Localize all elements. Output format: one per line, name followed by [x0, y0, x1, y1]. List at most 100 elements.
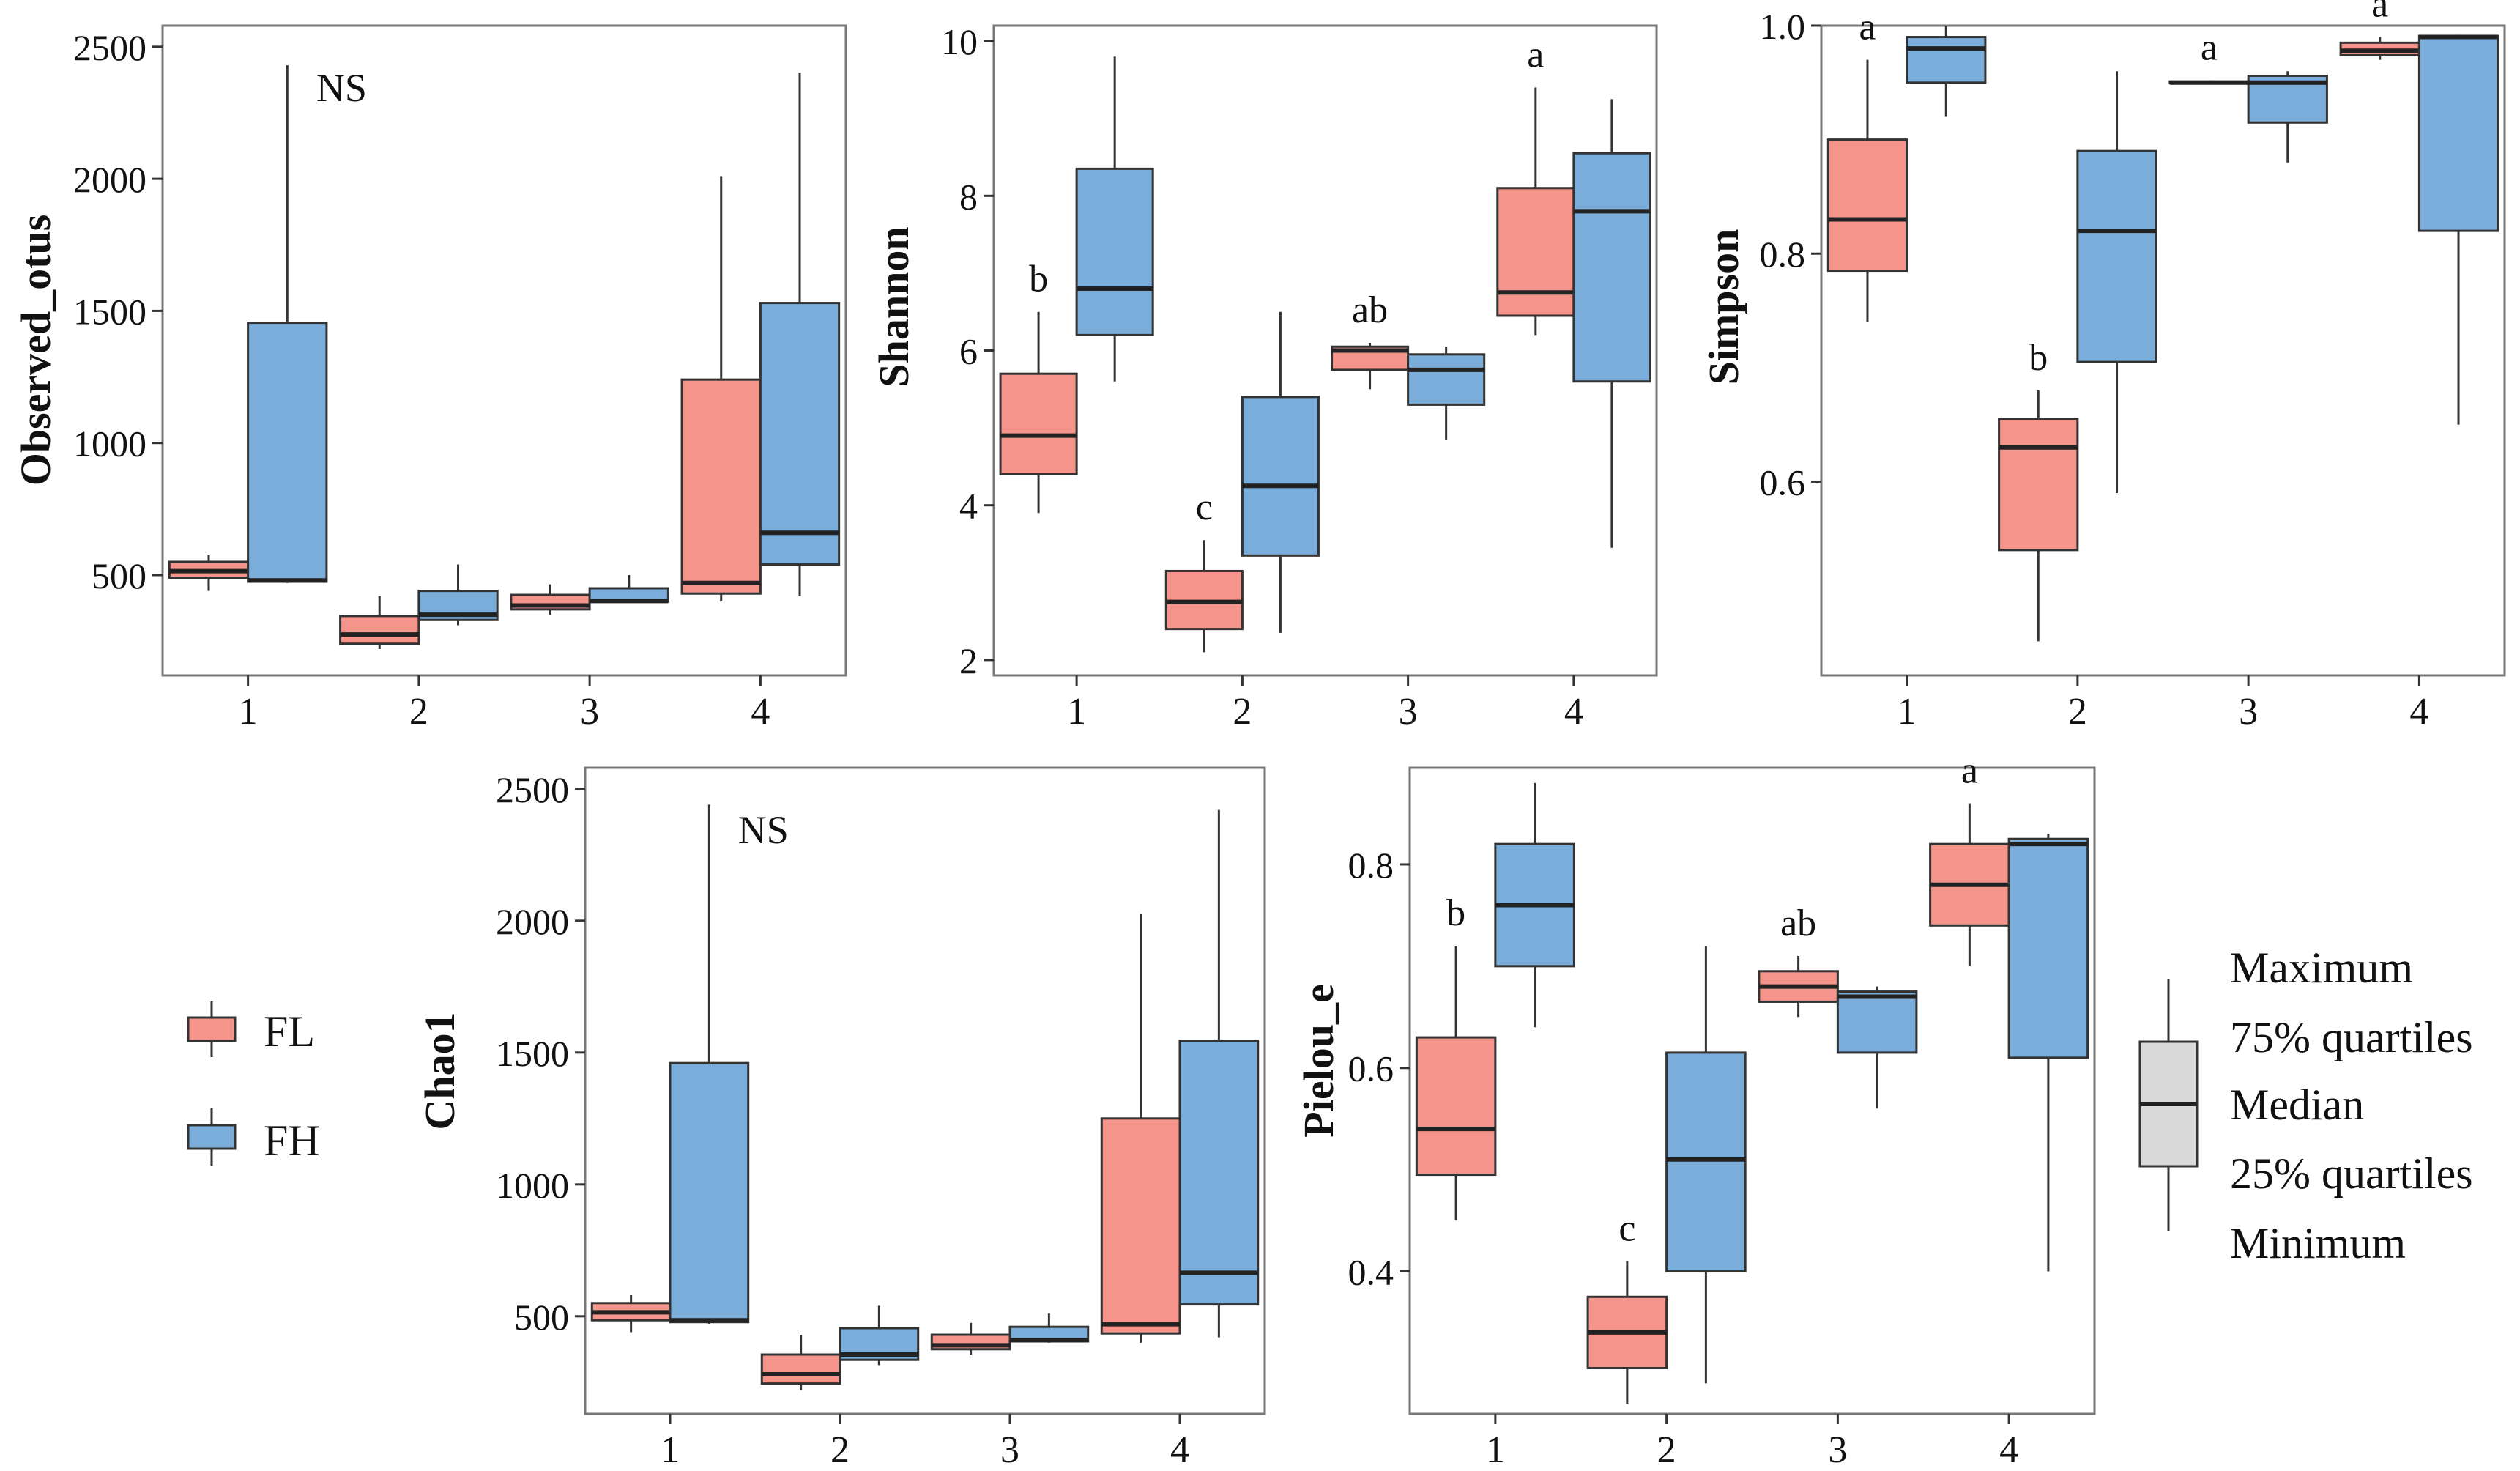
iqr-box: [1415, 1036, 1497, 1177]
y-axis-label: Observed_otus: [12, 215, 59, 486]
iqr-box: [999, 372, 1078, 475]
y-tick-label: 0.6: [1760, 462, 1806, 503]
y-tick-label: 0.4: [1348, 1252, 1394, 1293]
ns-annotation: NS: [316, 66, 367, 110]
box-legend-median-label: Median: [2230, 1081, 2364, 1129]
y-tick-label: 1000: [496, 1165, 569, 1206]
iqr-box: [1572, 152, 1651, 383]
panel-simpson: 0.6 0.8 1.0 1 2 3 4 Simpson a b a a: [1700, 0, 2506, 733]
box-fl-3: [1758, 955, 1839, 1018]
plot-frame: [992, 24, 1658, 677]
box-fl-3: [510, 584, 591, 615]
box-fh-4: [2007, 834, 2089, 1272]
x-tick-label: 3: [1000, 1429, 1019, 1471]
x-tick-label: 3: [1399, 691, 1418, 733]
significance-letter: b: [1446, 892, 1465, 934]
box-legend-minimum: Minimum: [2230, 1219, 2406, 1267]
box-fl-4: [1100, 914, 1181, 1343]
x-tick-label: 4: [1170, 1429, 1189, 1471]
box-fl-1: [1826, 59, 1908, 322]
box-legend-q1: 25% quartiles: [2230, 1149, 2473, 1198]
box-fh-1: [669, 804, 750, 1324]
box-fh-1: [1075, 56, 1154, 382]
legend-fl-label: FL: [264, 1007, 315, 1056]
plot-frame: [584, 766, 1266, 1415]
box-fl-1: [1415, 946, 1497, 1221]
legend-item-fl: FL: [187, 1001, 315, 1057]
x-tick-label: 2: [2068, 691, 2087, 733]
box-fl-2: [1998, 390, 2079, 642]
box-fh-2: [2076, 71, 2157, 494]
x-tick-label: 1: [239, 691, 258, 733]
box-fl-1: [590, 1295, 672, 1333]
significance-letter: c: [1618, 1208, 1635, 1250]
iqr-box: [1178, 1040, 1260, 1306]
x-tick-label: 4: [2409, 691, 2428, 733]
box-fh-3: [2247, 71, 2328, 163]
y-tick-label: 8: [959, 176, 978, 217]
panel-observed: 500 1000 1500 2000 2500 1 2 3 4 Observed_otus NS: [12, 24, 847, 733]
box-fl-4: [1929, 803, 2010, 966]
box-fl-4: [1496, 87, 1575, 336]
x-tick-label: 2: [409, 691, 428, 733]
y-tick-label: 6: [959, 331, 978, 372]
legend-fh-label: FH: [264, 1116, 320, 1165]
box-fh-1: [1906, 26, 1987, 117]
box-legend-maximum: Maximum: [2230, 944, 2413, 992]
significance-letter: a: [2371, 0, 2388, 26]
box-fh-2: [839, 1305, 920, 1366]
box-fl-3: [930, 1322, 1011, 1355]
iqr-box: [760, 1353, 841, 1385]
ns-annotation: NS: [738, 808, 789, 852]
plot-frame: [161, 24, 847, 677]
x-tick-label: 4: [1999, 1429, 2018, 1471]
box-fl-2: [760, 1335, 841, 1390]
box-fh-3: [588, 574, 669, 604]
y-tick-label: 1.0: [1760, 6, 1806, 47]
legend-fh-key: [187, 1124, 237, 1150]
box-fh-4: [2417, 34, 2499, 425]
box-fh-3: [1836, 986, 1918, 1109]
box-fh-3: [1407, 347, 1486, 440]
iqr-box: [669, 1061, 750, 1324]
y-axis-label: Chao1: [416, 1012, 464, 1130]
significance-letter: ab: [1352, 289, 1388, 331]
x-tick-label: 2: [830, 1429, 850, 1471]
significance-letter: b: [2029, 337, 2048, 379]
iqr-box: [339, 615, 420, 645]
y-tick-label: 1000: [73, 423, 146, 464]
box-fh-4: [759, 73, 841, 596]
significance-letter: a: [2201, 27, 2218, 69]
x-tick-label: 2: [1233, 691, 1252, 733]
box-fh-2: [417, 564, 499, 626]
box-fh-2: [1665, 946, 1747, 1384]
significance-letter: c: [1196, 486, 1213, 528]
box-fh-4: [1178, 809, 1260, 1338]
box-fh-3: [1008, 1313, 1090, 1343]
box-fl-2: [1586, 1261, 1668, 1404]
plot-frame: [1408, 766, 2096, 1415]
y-tick-label: 0.8: [1760, 234, 1806, 275]
box-fh-4: [1572, 99, 1651, 548]
iqr-box: [1826, 138, 1908, 273]
legend-item-fh: FH: [187, 1108, 320, 1166]
y-tick-label: 2500: [73, 27, 146, 68]
box-fl-3: [1331, 342, 1410, 390]
iqr-box: [1906, 36, 1987, 84]
iqr-box: [1496, 187, 1575, 317]
box-fh-1: [1494, 782, 1575, 1028]
x-tick-label: 4: [751, 691, 770, 733]
iqr-box: [1241, 396, 1320, 557]
x-tick-label: 4: [1564, 691, 1583, 733]
x-tick-label: 1: [1067, 691, 1086, 733]
box-fl-4: [680, 176, 762, 602]
group-legend: FL FH: [187, 1001, 320, 1166]
y-tick-label: 0.6: [1348, 1048, 1394, 1089]
iqr-box: [1665, 1051, 1747, 1273]
significance-letter: b: [1029, 259, 1048, 300]
x-tick-label: 1: [661, 1429, 680, 1471]
iqr-box: [1100, 1117, 1181, 1335]
